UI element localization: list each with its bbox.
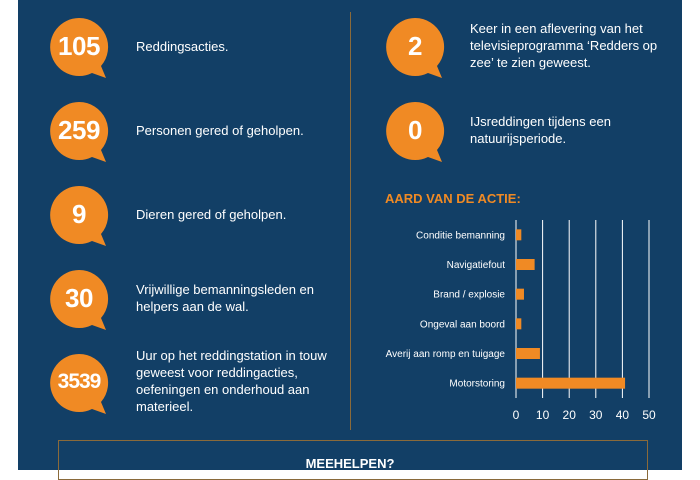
speech-bubble-icon: 105	[48, 16, 110, 79]
bar	[516, 318, 522, 330]
stat-value: 259	[58, 115, 100, 145]
chart-title: AARD VAN DE ACTIE:	[385, 191, 521, 206]
speech-bubble-icon: 30	[48, 268, 110, 330]
stat-reddingsacties: 105 Reddingsacties.	[48, 16, 348, 86]
speech-bubble-icon: 3539	[48, 352, 110, 414]
x-tick-label: 20	[563, 408, 577, 422]
stat-description: Vrijwillige bemanningsleden en helpers a…	[136, 282, 315, 314]
x-tick-label: 0	[513, 408, 520, 422]
category-label: Navigatiefout	[447, 260, 506, 271]
speech-bubble-icon: 2	[384, 16, 446, 79]
stat-description: Personen gered of geholpen.	[136, 123, 304, 138]
x-tick-label: 10	[536, 408, 550, 422]
stat-value: 2	[408, 31, 422, 61]
stat-value: 9	[72, 199, 86, 229]
bar	[516, 377, 626, 389]
bar	[516, 288, 524, 300]
stat-description: Dieren gered of geholpen.	[136, 207, 287, 222]
bar	[516, 229, 522, 241]
stat-description: IJsreddingen tijdens een natuurijsperiod…	[470, 114, 611, 146]
stat-redders-op-zee: 2 Keer in een aflevering van het televis…	[384, 16, 674, 86]
bar	[516, 259, 535, 270]
stat-description: Uur op het reddingstation in touw gewees…	[136, 348, 327, 414]
x-tick-label: 40	[616, 408, 630, 422]
stat-ijsreddingen: 0 IJsreddingen tijdens een natuurijsperi…	[384, 100, 674, 170]
category-label: Motorstoring	[449, 379, 505, 390]
speech-bubble-icon: 259	[48, 100, 110, 162]
stat-uren: 3539 Uur op het reddingstation in touw g…	[48, 348, 348, 422]
speech-bubble-icon: 0	[384, 100, 446, 162]
stat-value: 105	[58, 31, 100, 61]
category-label: Conditie bemanning	[416, 230, 505, 241]
category-label: Brand / explosie	[433, 290, 505, 301]
stat-description: Reddingsacties.	[136, 39, 229, 54]
stat-value: 3539	[57, 370, 102, 393]
footer-title: MEEHELPEN?	[305, 456, 395, 471]
stat-value: 0	[408, 115, 422, 145]
x-tick-label: 50	[642, 408, 656, 422]
stat-dieren-gered: 9 Dieren gered of geholpen.	[48, 184, 348, 254]
speech-bubble-icon: 9	[48, 184, 110, 246]
category-label: Ongeval aan boord	[420, 319, 505, 330]
category-label: Averij aan romp en tuigage	[386, 349, 506, 360]
action-type-bar-chart: Conditie bemanning Navigatiefout Brand / e…	[386, 220, 656, 422]
stat-value: 30	[65, 283, 93, 313]
bar	[516, 348, 540, 359]
x-tick-label: 30	[589, 408, 603, 422]
stat-description: Keer in een aflevering van het televisie…	[470, 21, 658, 70]
column-divider	[350, 12, 351, 430]
stat-vrijwilligers: 30 Vrijwillige bemanningsleden en helper…	[48, 268, 348, 338]
stat-personen-gered: 259 Personen gered of geholpen.	[48, 100, 348, 170]
